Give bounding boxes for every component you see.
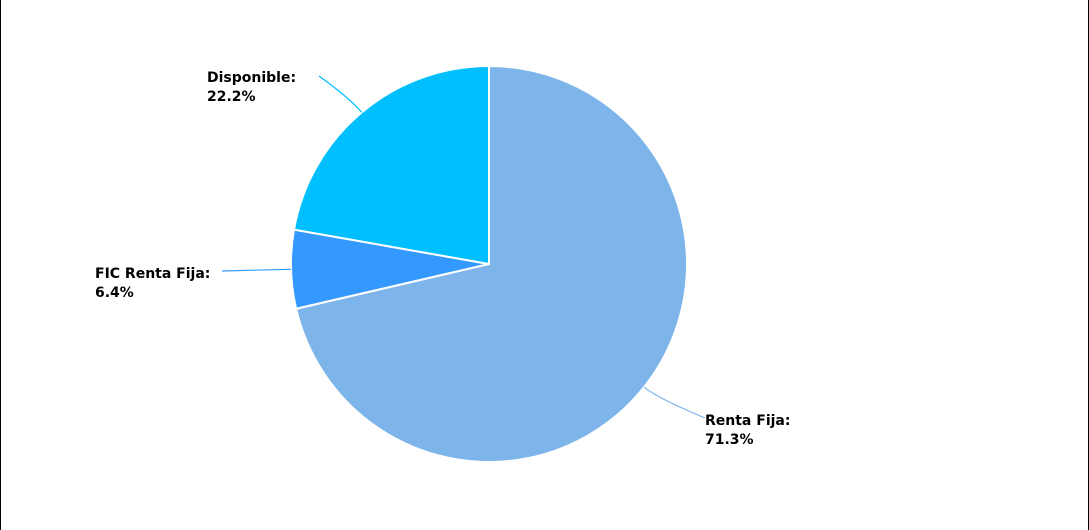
slice-value-disponible: 22.2%: [207, 89, 256, 105]
slice-value-renta-fija: 71.3%: [705, 432, 754, 448]
slice-label-renta-fija: Renta Fija:: [705, 413, 790, 429]
slice-label-disponible: Disponible:: [207, 70, 296, 86]
leader-line-fic-renta-fija: [221, 268, 292, 272]
slice-label-fic-renta-fija: FIC Renta Fija:: [95, 266, 210, 282]
slice-value-fic-renta-fija: 6.4%: [95, 285, 134, 301]
leader-line-disponible: [318, 75, 363, 113]
leader-line-renta-fija: [643, 386, 706, 419]
pie-slice-disponible: [292, 64, 490, 266]
